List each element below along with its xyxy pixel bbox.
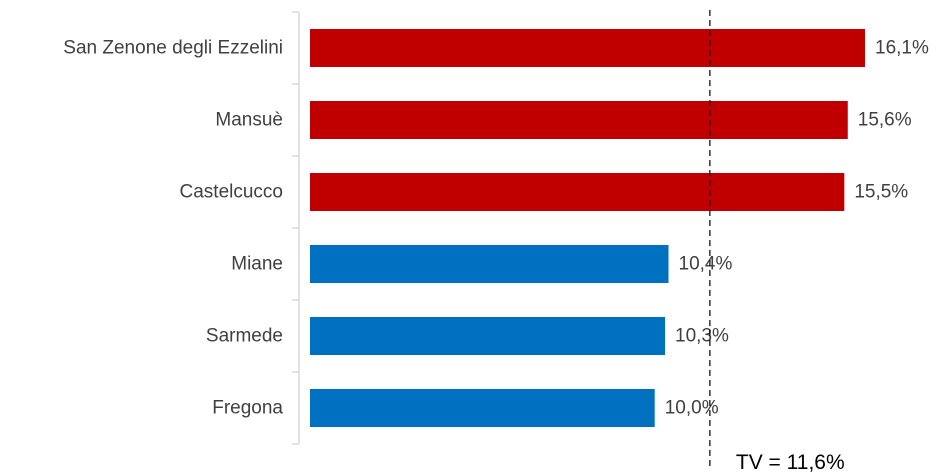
value-label: 15,5% <box>854 182 908 203</box>
category-label: Fregona <box>212 398 283 419</box>
value-label: 15,6% <box>858 110 912 131</box>
value-label: 10,4% <box>679 254 733 275</box>
value-label: 16,1% <box>875 38 929 59</box>
category-label: Miane <box>231 254 283 275</box>
value-label: 10,0% <box>665 398 719 419</box>
bar <box>310 173 845 211</box>
bar <box>310 101 848 139</box>
category-label: San Zenone degli Ezzelini <box>63 38 283 59</box>
reference-line-label: TV = 11,6% <box>736 451 845 474</box>
bar <box>310 29 865 67</box>
bar <box>310 245 669 283</box>
value-label: 10,3% <box>675 326 729 347</box>
category-label: Castelcucco <box>180 182 284 203</box>
category-label: Mansuè <box>215 110 283 131</box>
bar <box>310 389 655 427</box>
category-label: Sarmede <box>206 326 283 347</box>
bar <box>310 317 666 355</box>
